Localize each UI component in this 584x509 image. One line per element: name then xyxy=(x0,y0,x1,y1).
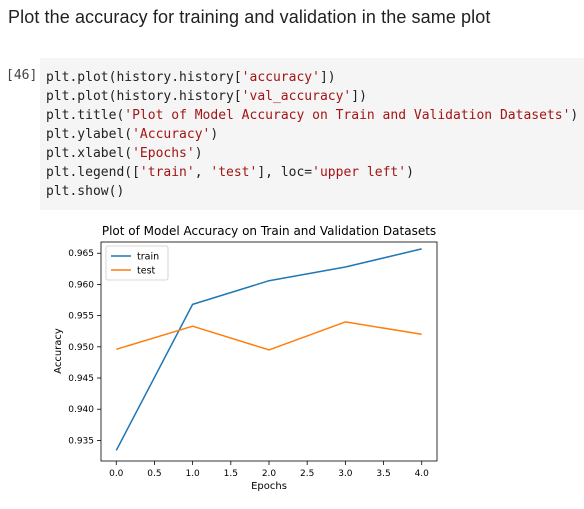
legend-box xyxy=(105,245,169,281)
code-line: plt.plot(history.history['val_accuracy']… xyxy=(46,87,367,106)
code-token: plt.title( xyxy=(46,108,125,123)
code-editor[interactable]: plt.plot(history.history['accuracy']) plt… xyxy=(40,58,584,210)
code-line: plt.ylabel('Accuracy') xyxy=(46,125,218,144)
x-axis-ticks: 0.0 0.5 1.0 1.5 2.0 2.5 3.0 3.5 4.0 xyxy=(109,461,429,479)
code-token: plt.plot(history.history[ xyxy=(46,89,242,104)
code-string: 'accuracy' xyxy=(241,70,320,85)
code-string: 'Accuracy' xyxy=(132,127,211,142)
code-string: 'val_accuracy' xyxy=(241,89,352,104)
code-token: ) xyxy=(406,165,414,180)
code-token: plt.plot(history.history[ xyxy=(46,70,242,85)
legend-label-train: train xyxy=(137,252,159,263)
series-line-test xyxy=(116,321,422,351)
y-tick-label: 0.960 xyxy=(68,280,94,290)
x-tick-label: 3.5 xyxy=(376,469,390,479)
code-line: plt.show() xyxy=(46,182,124,201)
cell-output: Plot of Model Accuracy on Train and Vali… xyxy=(40,214,450,504)
code-string: 'train' xyxy=(139,165,195,180)
code-token: plt.xlabel( xyxy=(46,146,133,161)
code-token: ) xyxy=(570,108,579,123)
x-tick-label: 2.0 xyxy=(262,469,277,479)
code-line: plt.xlabel('Epochs') xyxy=(46,144,203,163)
y-axis-ticks: 0.935 0.940 0.945 0.950 0.955 0.960 0.965 xyxy=(68,249,101,446)
y-tick-label: 0.940 xyxy=(68,405,94,415)
x-tick-label: 0.5 xyxy=(147,469,161,479)
chart-title: Plot of Model Accuracy on Train and Vali… xyxy=(102,224,436,238)
code-token: ]) xyxy=(351,89,367,104)
execution-count: [46] xyxy=(6,68,38,83)
x-tick-label: 4.0 xyxy=(415,469,430,479)
code-token: ]) xyxy=(319,70,336,85)
x-tick-label: 0.0 xyxy=(109,469,124,479)
series-lines xyxy=(115,248,422,451)
code-token: ], loc= xyxy=(257,165,313,180)
y-tick-label: 0.945 xyxy=(68,374,94,384)
y-tick-label: 0.950 xyxy=(68,343,94,353)
markdown-cell[interactable]: Plot the accuracy for training and valid… xyxy=(0,0,584,44)
x-tick-label: 3.0 xyxy=(338,469,353,479)
x-tick-label: 1.0 xyxy=(185,469,200,479)
code-string: 'Epochs' xyxy=(132,146,195,161)
legend-label-test: test xyxy=(137,266,156,277)
code-string: 'Plot of Model Accuracy on Train and Val… xyxy=(124,108,571,123)
code-token: plt.ylabel( xyxy=(46,127,133,142)
code-line: plt.title('Plot of Model Accuracy on Tra… xyxy=(46,106,578,125)
code-cell[interactable]: [46] plt.plot(history.history['accuracy'… xyxy=(0,58,584,210)
code-line: plt.plot(history.history['accuracy']) xyxy=(46,68,336,87)
y-tick-label: 0.965 xyxy=(68,249,94,259)
code-string: 'test' xyxy=(210,165,258,180)
y-tick-label: 0.955 xyxy=(68,312,94,322)
markdown-heading: Plot the accuracy for training and valid… xyxy=(8,7,491,27)
code-token: plt.show() xyxy=(46,184,125,199)
code-string: 'upper left' xyxy=(312,165,407,180)
code-token: ) xyxy=(210,127,219,142)
code-token: , xyxy=(194,165,211,180)
x-tick-label: 2.5 xyxy=(300,469,314,479)
legend: train test xyxy=(105,245,169,281)
x-tick-label: 1.5 xyxy=(224,469,238,479)
series-line-train xyxy=(115,248,422,451)
y-axis-label: Accuracy xyxy=(53,328,64,374)
code-token: plt.legend([ xyxy=(46,165,140,180)
accuracy-chart: Plot of Model Accuracy on Train and Vali… xyxy=(53,224,438,492)
x-axis-label: Epochs xyxy=(251,481,287,492)
y-tick-label: 0.935 xyxy=(68,436,94,446)
code-line: plt.legend(['train', 'test'], loc='upper… xyxy=(46,163,414,182)
code-token: ) xyxy=(194,146,203,161)
